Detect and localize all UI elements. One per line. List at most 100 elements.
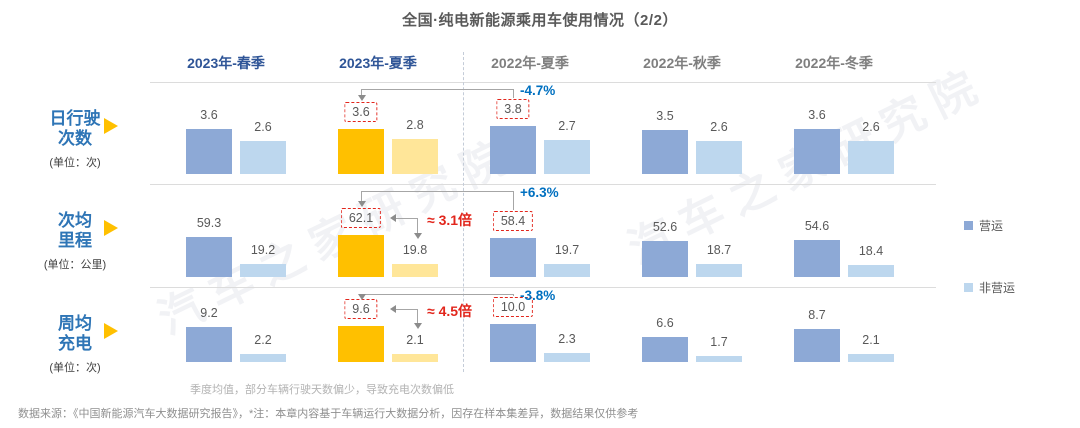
bar-operating xyxy=(794,240,840,277)
bar-value-label: 3.6 xyxy=(200,107,218,122)
bar-operating xyxy=(642,336,688,362)
highlighted-value-box: 3.8 xyxy=(496,99,530,119)
legend-label-non-operating: 非营运 xyxy=(979,281,1016,295)
row-unit: (单位：公里) xyxy=(43,259,107,271)
bar-value-label: 2.6 xyxy=(254,120,272,135)
down-arrow-icon xyxy=(358,201,366,207)
bar-value-label: 2.2 xyxy=(254,332,272,347)
bar-non-operating xyxy=(544,353,590,362)
column-header: 2022年-冬季 xyxy=(795,55,873,71)
column-header: 2022年-夏季 xyxy=(491,55,569,71)
highlighted-value-box: 10.0 xyxy=(492,297,534,317)
bar-operating xyxy=(186,128,232,174)
bar-operating xyxy=(490,324,536,362)
bar-operating xyxy=(186,236,232,277)
bar-non-operating xyxy=(848,264,894,277)
bar-non-operating xyxy=(240,141,286,174)
column-divider xyxy=(463,52,464,372)
row-label: 日行驶 次数 xyxy=(49,109,101,149)
bar-non-operating xyxy=(240,264,286,277)
bar-value-label: 19.7 xyxy=(554,242,580,257)
bar-value-label: 2.3 xyxy=(558,332,576,347)
column-header: 2022年-秋季 xyxy=(643,55,721,71)
bar-operating xyxy=(794,128,840,174)
yoy-change-label: -3.8% xyxy=(520,288,556,303)
comparison-bracket-line xyxy=(513,294,514,296)
left-arrow-icon xyxy=(390,214,396,222)
page-title: 全国·纯电新能源乘用车使用情况（2/2） xyxy=(402,12,678,29)
bar-value-label: 59.3 xyxy=(196,215,222,230)
bar-value-label: 1.7 xyxy=(710,334,728,349)
comparison-bracket-line xyxy=(513,191,514,210)
bar-non-operating xyxy=(392,354,438,362)
bar-value-label: 8.7 xyxy=(808,307,826,322)
yoy-change-label: -4.7% xyxy=(520,83,556,98)
bar-value-label: 3.5 xyxy=(656,108,674,123)
grid-line xyxy=(150,82,936,83)
legend-swatch-non-operating-icon xyxy=(964,283,973,292)
bar-value-label: 2.7 xyxy=(558,118,576,133)
legend-item-non-operating: 非营运 xyxy=(964,279,1015,296)
row-unit: (单位：次) xyxy=(49,362,101,374)
bar-operating xyxy=(490,126,536,174)
bar-non-operating xyxy=(392,263,438,277)
comparison-bracket-line xyxy=(361,89,362,95)
legend-item-operating: 营运 xyxy=(964,217,1003,234)
bar-value-label: 2.1 xyxy=(406,333,424,348)
bar-value-label: 54.6 xyxy=(804,219,830,234)
legend-label-operating: 营运 xyxy=(979,219,1004,233)
highlighted-value-box: 9.6 xyxy=(344,298,378,319)
bar-non-operating xyxy=(696,141,742,174)
source-note: 数据来源：《中国新能源汽车大数据研究报告》，*注：本章内容基于车辆运行大数据分析… xyxy=(18,408,639,420)
bar-value-label: 18.4 xyxy=(858,243,884,258)
bar-value-label: 3.6 xyxy=(808,107,826,122)
ratio-connector-line xyxy=(417,218,418,233)
bar-non-operating xyxy=(848,354,894,362)
row-label: 次均 里程 xyxy=(58,211,92,251)
bar-value-label: 9.2 xyxy=(200,306,218,321)
comparison-bracket-line xyxy=(361,89,513,90)
bar-value-label: 2.6 xyxy=(862,120,880,135)
ratio-connector-line xyxy=(417,308,418,324)
bar-value-label: 18.7 xyxy=(706,243,732,258)
row-label: 周均 充电 xyxy=(58,314,92,354)
comparison-bracket-line xyxy=(361,191,362,201)
bar-operating xyxy=(338,128,384,174)
down-arrow-icon xyxy=(358,294,366,300)
bar-non-operating xyxy=(544,263,590,277)
down-arrow-icon xyxy=(414,232,422,239)
highlighted-value-box: 62.1 xyxy=(340,208,382,228)
bar-operating xyxy=(642,241,688,277)
grid-line xyxy=(150,287,936,288)
bar-value-label: 2.8 xyxy=(406,117,424,132)
bar-non-operating xyxy=(544,139,590,174)
down-arrow-icon xyxy=(358,94,366,101)
row-indicator-arrow-icon xyxy=(104,323,118,339)
bar-value-label: 19.2 xyxy=(250,243,276,257)
down-arrow-icon xyxy=(414,323,422,330)
bar-non-operating xyxy=(392,138,438,174)
bar-value-label: 52.6 xyxy=(652,220,678,235)
footnote: 季度均值，部分车辆行驶天数偏少，导致充电次数偏低 xyxy=(190,384,454,396)
bar-operating xyxy=(186,327,232,362)
row-indicator-arrow-icon xyxy=(104,220,118,236)
left-arrow-icon xyxy=(390,304,396,313)
bar-operating xyxy=(338,235,384,277)
row-unit: (单位：次) xyxy=(49,157,101,169)
bar-value-label: 6.6 xyxy=(656,315,674,330)
bar-operating xyxy=(642,129,688,174)
bar-value-label: 19.8 xyxy=(402,242,428,257)
bar-value-label: 2.1 xyxy=(862,333,880,348)
ratio-annotation: ≈ 4.5倍 xyxy=(427,302,473,319)
row-indicator-arrow-icon xyxy=(104,118,118,134)
highlighted-value-box: 3.6 xyxy=(344,101,378,122)
ratio-annotation: ≈ 3.1倍 xyxy=(427,212,473,228)
bar-non-operating xyxy=(696,355,742,362)
column-header: 2023年-夏季 xyxy=(339,55,417,71)
bar-operating xyxy=(490,237,536,277)
bar-value-label: 2.6 xyxy=(710,120,728,135)
grid-line xyxy=(150,184,936,185)
ratio-connector-line xyxy=(396,218,417,219)
legend-swatch-operating-icon xyxy=(964,221,973,230)
